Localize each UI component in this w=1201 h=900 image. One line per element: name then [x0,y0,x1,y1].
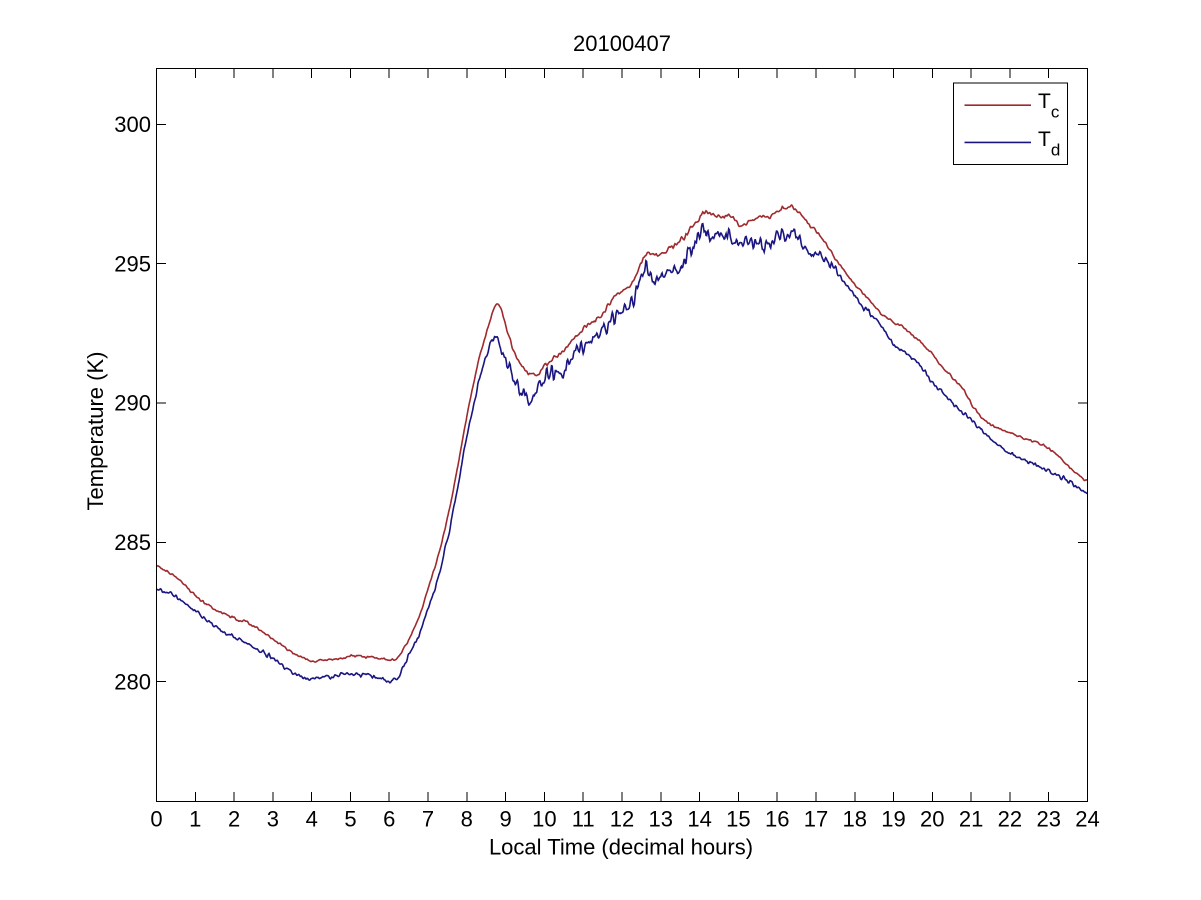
svg-text:16: 16 [765,807,789,832]
svg-text:1: 1 [189,807,201,832]
svg-text:Local Time (decimal hours): Local Time (decimal hours) [489,835,753,860]
svg-text:8: 8 [461,807,473,832]
svg-text:290: 290 [114,391,151,416]
svg-text:0: 0 [150,807,162,832]
svg-text:280: 280 [114,669,151,694]
svg-text:285: 285 [114,530,151,555]
svg-text:23: 23 [1036,807,1060,832]
svg-text:5: 5 [344,807,356,832]
svg-text:9: 9 [499,807,511,832]
svg-text:21: 21 [959,807,983,832]
svg-text:17: 17 [804,807,828,832]
svg-text:3: 3 [267,807,279,832]
svg-text:12: 12 [610,807,634,832]
svg-text:295: 295 [114,251,151,276]
svg-text:20: 20 [920,807,944,832]
svg-text:19: 19 [881,807,905,832]
svg-text:15: 15 [726,807,750,832]
svg-text:14: 14 [687,807,711,832]
svg-text:11: 11 [572,807,595,832]
svg-text:300: 300 [114,112,151,137]
svg-text:6: 6 [383,807,395,832]
svg-text:7: 7 [422,807,434,832]
svg-text:24: 24 [1075,807,1099,832]
svg-text:10: 10 [532,807,556,832]
svg-text:4: 4 [306,807,318,832]
svg-text:20100407: 20100407 [573,31,671,56]
svg-text:22: 22 [998,807,1022,832]
svg-text:2: 2 [228,807,240,832]
svg-text:13: 13 [649,807,673,832]
svg-text:Temperature (K): Temperature (K) [83,352,108,511]
svg-text:18: 18 [843,807,867,832]
